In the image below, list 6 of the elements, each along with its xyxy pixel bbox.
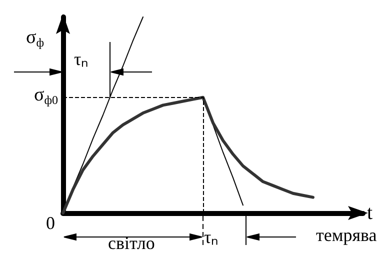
x-axis-title: t — [367, 202, 373, 224]
text: темрява — [316, 225, 377, 245]
text: τₙ — [204, 227, 218, 247]
text: світло — [108, 233, 155, 253]
text: 0 — [46, 213, 55, 233]
annotation: τₙ — [74, 49, 88, 69]
